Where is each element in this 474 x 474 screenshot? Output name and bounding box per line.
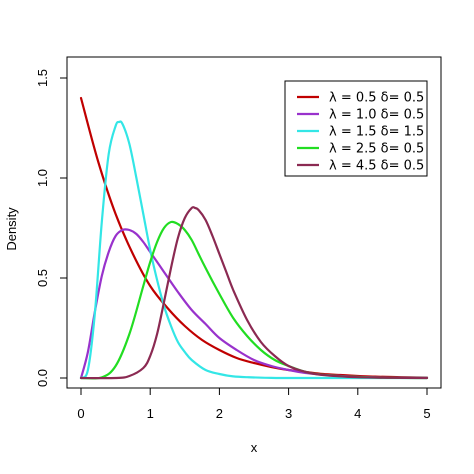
legend: λ = 0.5 δ= 0.5 λ = 1.0 δ= 0.5 λ = 1.5 δ= 1… (284, 80, 428, 177)
x-tick-label: 3 (285, 406, 292, 421)
x-tick-label: 0 (77, 406, 84, 421)
y-axis: 0.0 0.5 1.0 1.5 (35, 69, 68, 387)
y-axis-label: Density (4, 207, 19, 251)
legend-label-4: λ = 2.5 δ= 0.5 (329, 142, 424, 157)
x-tick-label: 1 (147, 406, 154, 421)
legend-label-3: λ = 1.5 δ= 1.5 (329, 125, 424, 140)
x-tick-label: 4 (354, 406, 361, 421)
y-tick-label: 1.0 (35, 169, 50, 187)
y-tick-label: 0.0 (35, 369, 50, 387)
legend-label-2: λ = 1.0 δ= 0.5 (329, 108, 424, 123)
x-axis-label: x (251, 440, 258, 455)
x-tick-label: 5 (423, 406, 430, 421)
x-axis: 0 1 2 3 4 5 (77, 387, 431, 421)
legend-label-5: λ = 4.5 δ= 0.5 (329, 159, 424, 174)
series-line-5 (79, 206, 429, 380)
y-tick-label: 1.5 (35, 69, 50, 87)
y-tick-label: 0.5 (35, 269, 50, 287)
x-tick-label: 2 (216, 406, 223, 421)
series-layer (79, 96, 429, 380)
legend-label-1: λ = 0.5 δ= 0.5 (329, 91, 424, 106)
